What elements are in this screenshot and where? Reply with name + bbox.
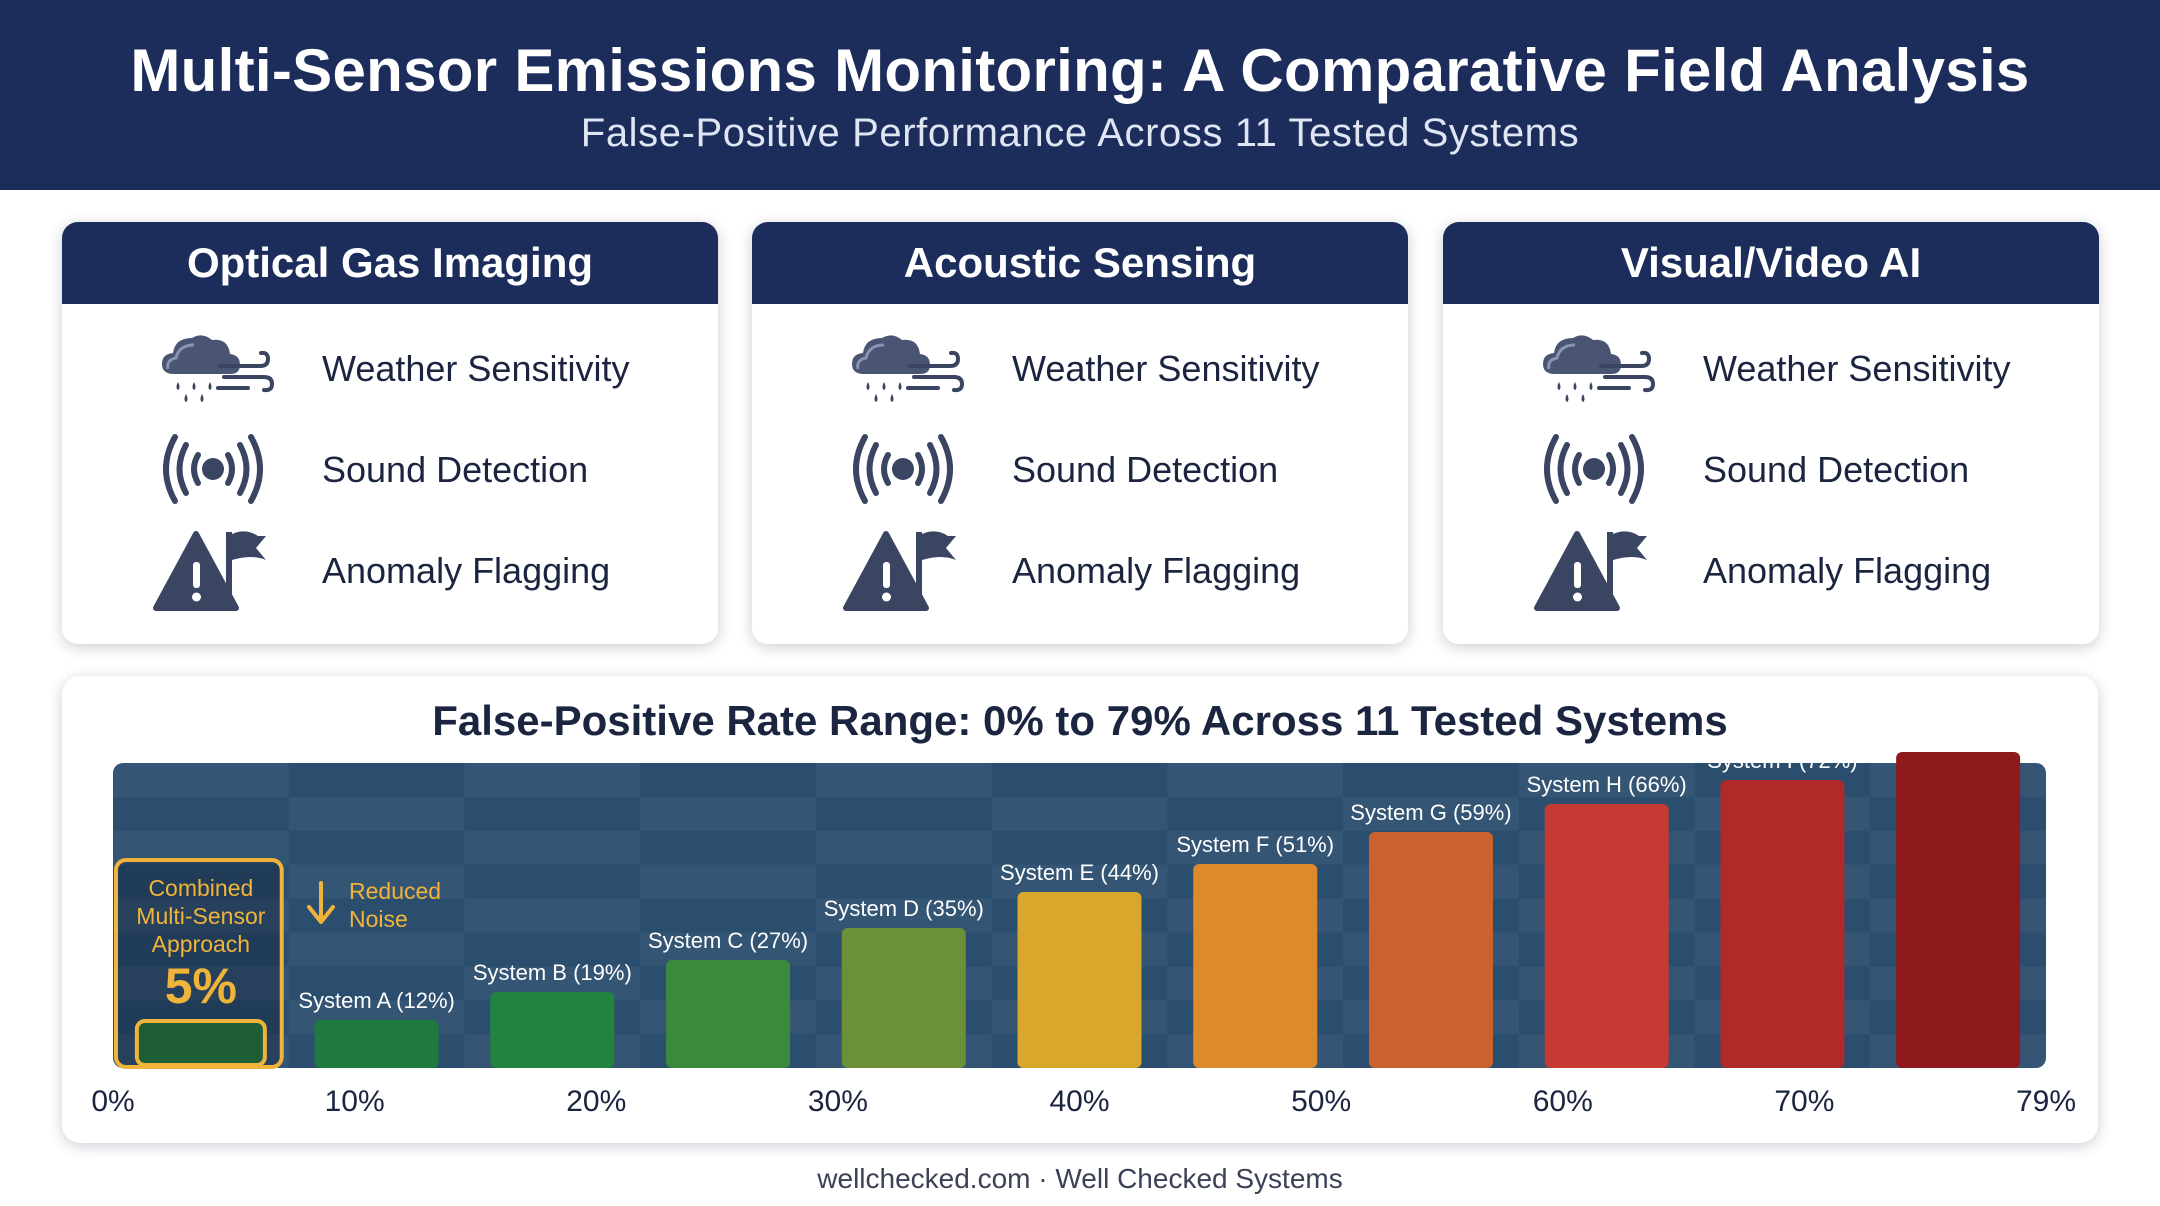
card-item-label: Sound Detection	[1012, 449, 1279, 490]
x-tick-label: 50%	[1291, 1085, 1351, 1118]
chart-bg-cell	[815, 830, 992, 865]
bar-label: System G (59%)	[1350, 800, 1511, 825]
x-tick-label: 20%	[566, 1085, 626, 1118]
x-tick-label: 40%	[1049, 1085, 1109, 1118]
bar	[314, 1020, 439, 1068]
page-title: Multi-Sensor Emissions Monitoring: A Com…	[130, 37, 2030, 104]
card-title: Acoustic Sensing	[752, 222, 1408, 304]
bar-label: System F (51%)	[1176, 832, 1334, 857]
card-title: Visual/Video AI	[1443, 222, 2099, 304]
bar-label: System D (35%)	[824, 896, 984, 921]
chart-bg-cell	[815, 898, 992, 933]
card-item-label: Anomaly Flagging	[1012, 550, 1301, 591]
card-item-weather: Weather Sensitivity	[62, 322, 718, 418]
chart-bg-cell	[464, 830, 641, 865]
chart-bg-cell	[288, 932, 465, 967]
card-title: Optical Gas Imaging	[62, 222, 718, 304]
chart-bg-cell	[1518, 763, 1695, 797]
bar-label: System B (19%)	[473, 960, 632, 985]
bar-label: System E (44%)	[1000, 860, 1159, 885]
card-item-sound: Sound Detection	[62, 423, 718, 519]
bar	[666, 960, 791, 1068]
bar-label: System I (72%)	[1707, 748, 1857, 773]
down-arrow-icon	[307, 881, 335, 924]
x-tick-label: 10%	[325, 1085, 385, 1118]
bar	[1544, 804, 1669, 1068]
x-tick-label: 60%	[1533, 1085, 1593, 1118]
page-subtitle: False-Positive Performance Across 11 Tes…	[580, 111, 1580, 155]
x-tick-label: 79%	[2016, 1085, 2076, 1118]
card-item-sound: Sound Detection	[1443, 423, 2099, 519]
chart-bg-cell	[1167, 830, 1344, 865]
chart-bg-cell	[1343, 796, 1519, 831]
annotation-label: Noise	[349, 906, 408, 932]
highlight-label: Approach	[152, 931, 250, 957]
x-tick-label: 30%	[808, 1085, 868, 1118]
header-banner: Multi-Sensor Emissions Monitoring: A Com…	[0, 0, 2160, 190]
x-tick-label: 70%	[1774, 1085, 1834, 1118]
bar-label: System C (27%)	[648, 928, 808, 953]
card-item-weather: Weather Sensitivity	[1443, 322, 2099, 418]
chart-bg-cell	[464, 898, 641, 933]
card-item-label: Weather Sensitivity	[1012, 348, 1320, 389]
card-item-label: Sound Detection	[322, 449, 589, 490]
card-item-label: Weather Sensitivity	[1703, 348, 2011, 389]
chart-bg-cell	[640, 796, 816, 831]
chart-bg-cell	[288, 796, 465, 831]
bar-label: System H (66%)	[1527, 772, 1687, 797]
bar	[1896, 752, 2021, 1068]
sensor-card-optical-gas-imaging: Optical Gas Imaging Weather Sensitivity …	[62, 222, 718, 644]
bar	[490, 992, 615, 1068]
chart-bg-cell	[464, 763, 641, 797]
card-item-anomaly: Anomaly Flagging	[752, 524, 1408, 620]
footer-credit: wellchecked.com · Well Checked Systems	[817, 1163, 1343, 1194]
card-item-weather: Weather Sensitivity	[752, 322, 1408, 418]
bar-label: System J (79%)	[1881, 720, 2036, 745]
card-item-anomaly: Anomaly Flagging	[62, 524, 718, 620]
chart-bg-cell	[113, 763, 289, 797]
chart-title: False-Positive Rate Range: 0% to 79% Acr…	[432, 697, 1728, 744]
card-item-sound: Sound Detection	[752, 423, 1408, 519]
bar	[134, 1019, 267, 1067]
sensor-card-acoustic-sensing: Acoustic Sensing Weather Sensitivity Sou…	[752, 222, 1408, 644]
bar	[1368, 832, 1493, 1068]
chart-bg-cell	[113, 966, 289, 1001]
card-item-label: Anomaly Flagging	[1703, 550, 1992, 591]
bar	[1193, 864, 1318, 1068]
highlight-label: Combined	[148, 875, 253, 901]
card-item-label: Anomaly Flagging	[322, 550, 611, 591]
chart-bg-cell	[113, 898, 289, 933]
annotation-label: Reduced	[349, 878, 441, 904]
x-tick-label: 0%	[91, 1085, 134, 1118]
highlight-label: Multi-Sensor	[136, 903, 265, 929]
chart-bg-cell	[640, 864, 816, 899]
card-item-label: Weather Sensitivity	[322, 348, 630, 389]
bar	[1017, 892, 1142, 1068]
chart-bg-cell	[815, 763, 992, 797]
bar-label: System A (12%)	[298, 988, 455, 1013]
bar	[841, 928, 966, 1068]
highlight-value: 5%	[165, 958, 237, 1014]
bar	[1720, 780, 1845, 1068]
chart-bg-cell	[1167, 763, 1344, 797]
chart-bg-cell	[991, 796, 1168, 831]
card-item-label: Sound Detection	[1703, 449, 1970, 490]
card-item-anomaly: Anomaly Flagging	[1443, 524, 2099, 620]
sensor-card-visual-video-ai: Visual/Video AI Weather Sensitivity Soun…	[1443, 222, 2099, 644]
chart-bg-cell	[288, 864, 465, 899]
